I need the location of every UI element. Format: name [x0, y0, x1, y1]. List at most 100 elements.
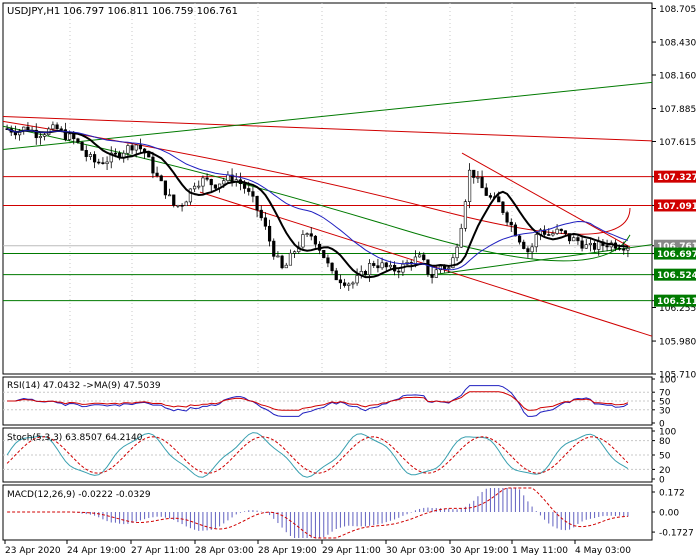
osc-tick-label: 100 — [659, 376, 676, 386]
candle-body — [76, 138, 80, 143]
osc-tick-label: 50 — [659, 452, 671, 462]
osc-tick-label: 20 — [659, 466, 671, 476]
candle-body — [430, 274, 434, 278]
candle-body — [526, 248, 530, 253]
time-tick-label: 1 May 11:00 — [512, 546, 568, 556]
candle-body — [138, 144, 143, 150]
rsi-ma-line — [7, 391, 629, 411]
time-tick-label: 24 Apr 19:00 — [67, 546, 126, 556]
candle-body — [226, 174, 230, 181]
level-label-box — [654, 294, 696, 307]
level-label-text: 106.524 — [657, 271, 698, 281]
ohlc-readout: 106.797 106.811 106.759 106.761 — [63, 6, 238, 17]
main-pane-frame — [2, 2, 653, 375]
candle-body — [126, 145, 130, 154]
candle-body — [522, 241, 526, 249]
candle-body — [513, 224, 518, 237]
candle-body — [172, 194, 176, 206]
macd-label: MACD(12,26,9) -0.0222 -0.0329 — [7, 490, 151, 500]
candle-body — [592, 242, 597, 250]
main-price-pane[interactable]: 108.705 108.430 108.160 107.885 107.615 107.3… — [2, 2, 698, 381]
stoch-d-line — [6, 436, 629, 474]
candle-body — [388, 264, 393, 268]
candle-body — [417, 254, 422, 258]
candle-body — [617, 247, 622, 250]
time-tick-label: 28 Apr 19:00 — [258, 546, 317, 556]
candle-body — [105, 161, 109, 164]
candle-body — [222, 180, 226, 185]
candle-body — [247, 188, 251, 192]
candle-body — [380, 262, 384, 269]
level-label-box — [654, 170, 696, 183]
candle-body — [342, 282, 347, 286]
candle-body — [334, 270, 338, 281]
candle-body — [134, 144, 138, 151]
candle-body — [280, 255, 284, 269]
candle-body — [42, 134, 47, 137]
candle-body — [555, 228, 559, 234]
candle-body — [384, 262, 388, 268]
price-tick-label: 106.255 — [659, 304, 696, 314]
price-tick-label: 105.980 — [659, 338, 696, 348]
candle-body — [213, 184, 218, 189]
candle-body — [188, 188, 193, 203]
macd-axis: 0.172 0.00 -0.1727 — [652, 489, 694, 539]
osc-tick-label: 0 — [659, 476, 665, 486]
candle-body — [201, 177, 205, 187]
candle-body — [472, 169, 476, 178]
candle-body — [484, 187, 488, 196]
candle-body — [517, 235, 522, 243]
candle-body — [559, 228, 563, 232]
macd-pane[interactable]: 0.172 0.00 -0.1727 MACD(12,26,9) -0.0222 -… — [2, 484, 694, 541]
candle-body — [109, 152, 113, 163]
candle-body — [59, 128, 63, 131]
candle-body — [413, 256, 418, 265]
candle-body — [330, 262, 334, 272]
candle-body — [505, 212, 509, 223]
rsi-line — [7, 385, 629, 417]
level-label-box — [654, 199, 696, 212]
price-tick-label: 108.705 — [659, 5, 696, 15]
candle-body — [184, 201, 188, 207]
candle-body — [488, 195, 493, 198]
candle-body — [497, 196, 501, 203]
candle-body — [205, 177, 209, 180]
candle-body — [259, 209, 263, 219]
candle-body — [322, 250, 326, 259]
candle-body — [572, 237, 576, 242]
candle-body — [113, 152, 118, 155]
candle-body — [301, 234, 305, 248]
candle-body — [567, 233, 572, 242]
candle-body — [255, 195, 259, 211]
candle-body — [476, 176, 480, 179]
trendline-green-upper — [2, 81, 653, 150]
osc-tick-label: 50 — [659, 398, 671, 408]
candle-body — [367, 263, 372, 276]
candle-body — [263, 217, 268, 227]
candle-body — [305, 233, 309, 235]
candle-body — [130, 145, 134, 151]
candle-body — [251, 191, 255, 197]
candle-body — [309, 233, 313, 237]
candle-body — [597, 241, 601, 250]
candle-body — [176, 204, 180, 207]
candle-body — [347, 283, 351, 286]
candle-body — [363, 271, 368, 276]
osc-tick-label: 80 — [659, 437, 671, 447]
candle-body — [426, 259, 430, 275]
candle-body — [434, 269, 438, 278]
candle-body — [534, 234, 538, 248]
candle-body — [167, 194, 172, 197]
time-tick-label: 30 Apr 19:00 — [450, 546, 509, 556]
time-tick-label: 30 Apr 03:00 — [386, 546, 445, 556]
candle-body — [284, 264, 288, 269]
ma-fast — [6, 127, 628, 279]
candle-body — [451, 257, 455, 269]
macd-tick-label: 0.172 — [659, 489, 685, 499]
candle-body — [88, 154, 93, 157]
candle-body — [159, 175, 163, 182]
stoch-lines — [3, 432, 652, 478]
